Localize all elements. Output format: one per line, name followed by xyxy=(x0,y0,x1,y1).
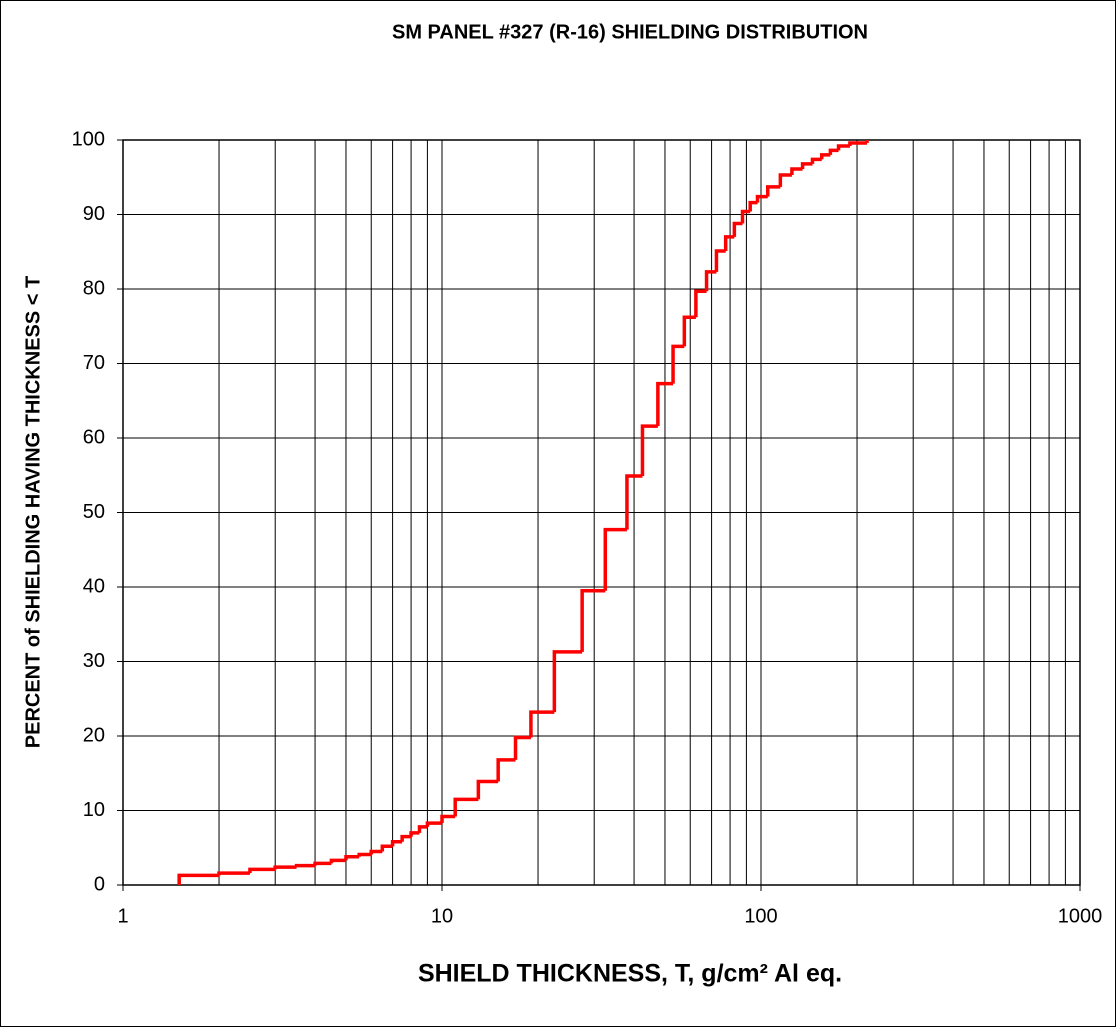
step-segment xyxy=(329,858,346,864)
y-tick-label: 60 xyxy=(83,426,105,448)
y-tick-label: 0 xyxy=(94,873,105,895)
y-tick-label: 70 xyxy=(83,352,105,374)
y-tick-label: 30 xyxy=(83,650,105,672)
chart-title: SM PANEL #327 (R-16) SHIELDING DISTRIBUT… xyxy=(392,21,868,43)
step-segment xyxy=(453,797,479,817)
plot-frame xyxy=(122,139,1081,886)
step-segment xyxy=(740,209,751,224)
y-tick-label: 80 xyxy=(83,277,105,299)
step-segment xyxy=(217,871,250,876)
step-segment xyxy=(440,814,456,824)
step-segment xyxy=(656,381,674,427)
step-segment xyxy=(694,289,707,318)
step-segment xyxy=(513,735,531,760)
x-tick-label: 100 xyxy=(744,905,777,927)
y-tick-label: 50 xyxy=(83,501,105,523)
step-segment xyxy=(625,474,643,530)
step-segment xyxy=(766,185,781,197)
step-segment xyxy=(682,315,696,347)
y-tick-label: 20 xyxy=(83,724,105,746)
step-segment xyxy=(704,270,717,292)
step-segment xyxy=(848,141,868,146)
y-axis-label: PERCENT of SHIELDING HAVING THICKNESS < … xyxy=(22,276,44,748)
step-segment xyxy=(476,779,499,800)
step-segment xyxy=(671,344,685,384)
step-segment xyxy=(313,861,332,866)
step-segment xyxy=(552,650,583,713)
step-segment xyxy=(714,249,726,272)
step-segment xyxy=(800,162,813,170)
step-segment xyxy=(273,865,297,870)
y-tick-label: 10 xyxy=(83,799,105,821)
x-axis-label: SHIELD THICKNESS, T, g/cm² Al eq. xyxy=(418,960,842,988)
y-tick-label: 40 xyxy=(83,575,105,597)
step-segment xyxy=(810,157,822,164)
step-segment xyxy=(836,144,850,151)
step-segment xyxy=(248,867,276,874)
step-segment xyxy=(294,863,316,868)
step-segment xyxy=(748,200,758,212)
step-segment xyxy=(409,831,420,837)
step-segment xyxy=(732,221,743,237)
step-segment xyxy=(778,173,792,187)
x-tick-label: 10 xyxy=(431,905,453,927)
step-segment xyxy=(723,235,735,252)
step-segment xyxy=(417,825,428,833)
step-segment xyxy=(400,834,412,842)
step-segment xyxy=(529,710,555,738)
step-segment xyxy=(357,852,372,857)
step-segment xyxy=(390,840,403,847)
step-segment xyxy=(755,194,768,203)
step-segment xyxy=(640,424,658,476)
step-segment xyxy=(603,527,627,591)
step-segment xyxy=(425,821,442,827)
step-segment xyxy=(819,153,831,160)
y-tick-label: 90 xyxy=(83,203,105,225)
y-tick-label: 100 xyxy=(72,128,105,150)
step-segment xyxy=(380,844,393,852)
x-tick-label: 1000 xyxy=(1058,905,1103,927)
step-segment xyxy=(790,167,803,176)
x-tick-label: 1 xyxy=(117,905,128,927)
step-segment xyxy=(369,849,383,855)
step-segment xyxy=(828,148,839,155)
step-segment xyxy=(580,588,606,652)
step-segment xyxy=(496,758,516,782)
step-segment xyxy=(177,873,220,885)
step-segment xyxy=(344,854,360,861)
